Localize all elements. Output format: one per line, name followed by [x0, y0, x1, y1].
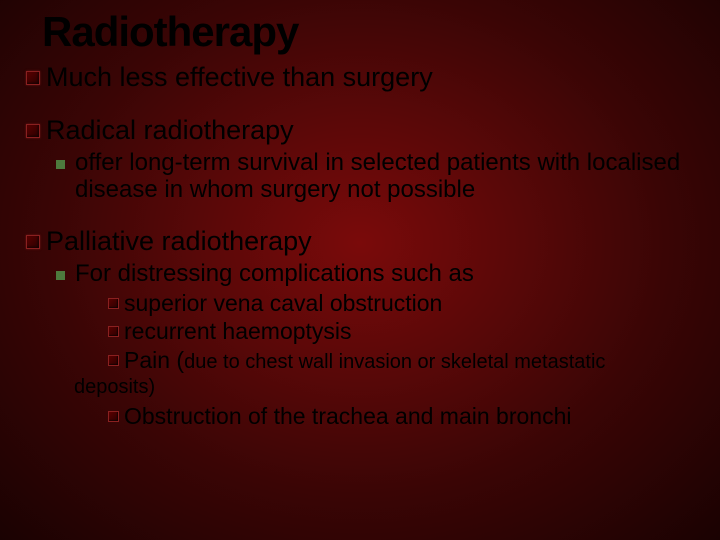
bullet-3-text: Palliative radiotherapy: [46, 226, 312, 257]
sub-square-icon: [56, 160, 65, 169]
sub-square-icon: [56, 271, 65, 280]
bullet-2: Radical radiotherapy: [26, 115, 698, 146]
bullet-square-icon: [108, 298, 119, 309]
pain-label: Pain (: [124, 347, 184, 373]
bullet-1: Much less effective than surgery: [26, 62, 698, 93]
bullet-square-icon: [108, 411, 119, 422]
bullet-3: Palliative radiotherapy: [26, 226, 698, 257]
bullet-3-sub3-cont: deposits): [74, 376, 698, 399]
bullet-3-sub1-text: superior vena caval obstruction: [124, 290, 442, 316]
bullet-square-icon: [108, 355, 119, 366]
bullet-3-sub3-text: Pain (due to chest wall invasion or skel…: [124, 347, 605, 374]
bullet-3-for-text: For distressing complications such as: [75, 261, 474, 288]
bullet-3-sub2: recurrent haemoptysis: [108, 318, 698, 344]
bullet-3-sub2-text: recurrent haemoptysis: [124, 318, 352, 344]
bullet-2-sub: offer long-term survival in selected pat…: [56, 150, 698, 204]
bullet-3-sub4-text: Obstruction of the trachea and main bron…: [124, 403, 571, 429]
bullet-square-icon: [26, 124, 40, 138]
bullet-square-icon: [26, 71, 40, 85]
bullet-square-icon: [108, 326, 119, 337]
bullet-2-sub-text: offer long-term survival in selected pat…: [75, 150, 698, 204]
bullet-3-for: For distressing complications such as: [56, 261, 698, 288]
bullet-3-sub1: superior vena caval obstruction: [108, 290, 698, 316]
bullet-2-text: Radical radiotherapy: [46, 115, 294, 146]
slide-title: Radiotherapy: [42, 8, 698, 56]
bullet-3-sub4: Obstruction of the trachea and main bron…: [108, 403, 698, 429]
pain-paren: due to chest wall invasion or skeletal m…: [184, 351, 605, 373]
bullet-1-text: Much less effective than surgery: [46, 62, 433, 93]
bullet-3-sub3: Pain (due to chest wall invasion or skel…: [108, 347, 698, 374]
bullet-square-icon: [26, 235, 40, 249]
